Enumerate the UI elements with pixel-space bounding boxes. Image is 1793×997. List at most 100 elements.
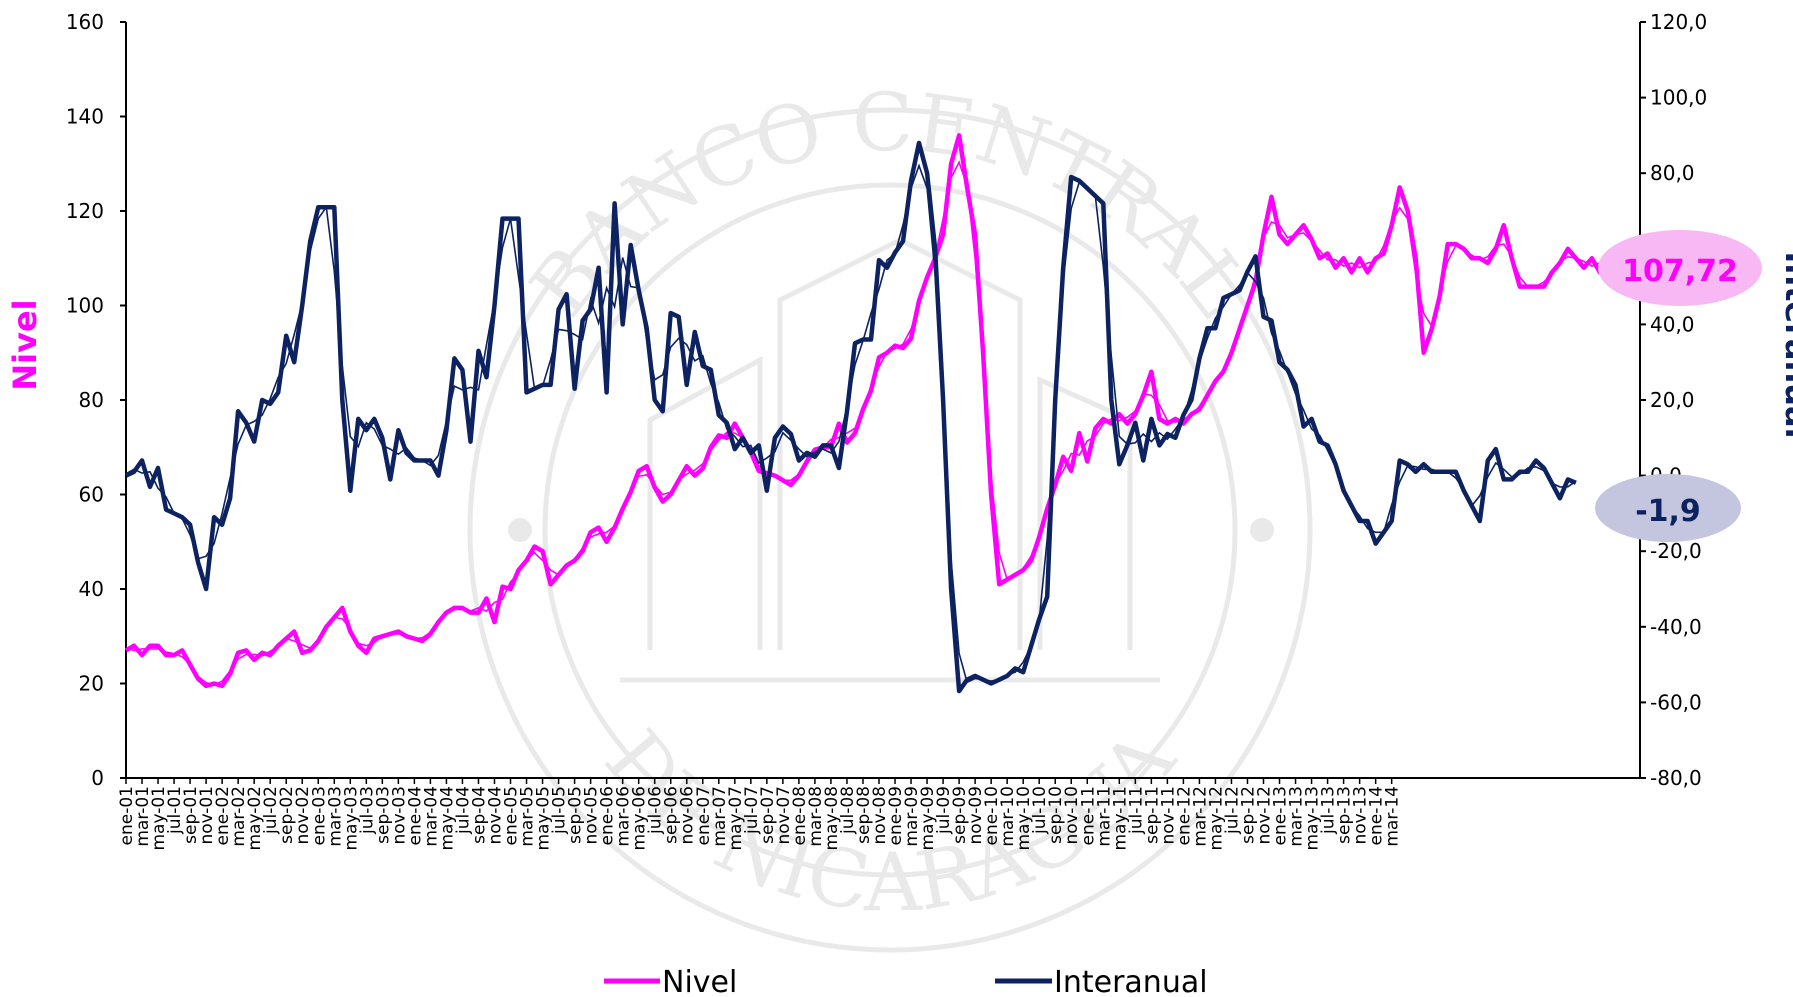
x-tick-label: mar-13 <box>1287 786 1307 847</box>
x-tick-label: mar-06 <box>614 786 634 847</box>
legend-label-nivel: Nivel <box>662 965 737 997</box>
series-interanual-line <box>125 140 1577 694</box>
left-tick-label: 160 <box>66 10 104 34</box>
x-tick-label: mar-07 <box>710 786 730 847</box>
left-tick-label: 60 <box>79 483 104 507</box>
x-tick-label: mar-12 <box>1190 786 1210 847</box>
right-tick-label: 80,0 <box>1650 161 1695 185</box>
left-tick-label: 20 <box>79 672 104 696</box>
right-tick-label: -40,0 <box>1650 615 1702 639</box>
x-tick-label: ene-02 <box>213 786 233 845</box>
x-tick-label: jul-04 <box>453 786 473 835</box>
x-tick-label: ene-01 <box>117 786 137 845</box>
x-tick-label: sep-05 <box>566 786 586 844</box>
x-tick-label: sep-04 <box>469 786 489 844</box>
x-tick-label: sep-08 <box>854 786 874 844</box>
left-tick-label: 40 <box>79 577 104 601</box>
x-tick-label: ene-11 <box>1078 786 1098 845</box>
interanual-end-label: -1,9 <box>1635 494 1701 529</box>
legend-label-interanual: Interanual <box>1054 965 1208 997</box>
x-tick-label: may-08 <box>822 786 842 851</box>
x-tick-label: mar-09 <box>902 786 922 847</box>
x-tick-label: may-01 <box>149 786 169 851</box>
x-tick-label: jul-01 <box>165 786 185 835</box>
x-tick-label: nov-07 <box>774 786 794 845</box>
right-tick-label: 120,0 <box>1650 10 1707 34</box>
x-tick-label: mar-10 <box>998 786 1018 847</box>
left-tick-label: 120 <box>66 199 104 223</box>
x-tick-label: sep-07 <box>758 786 778 844</box>
x-tick-label: ene-14 <box>1367 786 1387 845</box>
x-tick-label: nov-06 <box>678 786 698 845</box>
x-tick-label: mar-01 <box>133 786 153 847</box>
x-tick-label: nov-05 <box>582 786 602 845</box>
x-tick-label: mar-02 <box>229 786 249 847</box>
x-axis-ticks: ene-01mar-01may-01jul-01sep-01nov-01ene-… <box>117 778 1403 851</box>
right-tick-label: 40,0 <box>1650 312 1695 336</box>
x-tick-label: may-06 <box>630 786 650 851</box>
x-tick-label: nov-03 <box>389 786 409 845</box>
x-tick-label: jul-12 <box>1222 786 1242 835</box>
legend: Nivel Interanual <box>604 965 1208 997</box>
right-tick-label: -60,0 <box>1650 690 1702 714</box>
x-tick-label: jul-11 <box>1126 786 1146 835</box>
x-tick-label: may-12 <box>1206 786 1226 851</box>
interanual-end-badge <box>1595 474 1741 542</box>
x-tick-label: sep-01 <box>181 786 201 844</box>
x-tick-label: may-10 <box>1014 786 1034 851</box>
series-nivel-line <box>124 133 1641 689</box>
x-tick-label: may-05 <box>534 786 554 851</box>
x-tick-label: nov-10 <box>1062 786 1082 845</box>
left-tick-label: 140 <box>66 105 104 129</box>
x-tick-label: mar-08 <box>806 786 826 847</box>
x-tick-label: ene-06 <box>598 786 618 845</box>
x-tick-label: jul-05 <box>550 786 570 835</box>
x-tick-label: may-11 <box>1110 786 1130 851</box>
left-tick-label: 0 <box>91 766 104 790</box>
x-tick-label: may-07 <box>726 786 746 851</box>
x-tick-label: sep-10 <box>1046 786 1066 844</box>
x-tick-label: ene-13 <box>1271 786 1291 845</box>
left-tick-label: 100 <box>66 294 104 318</box>
x-tick-label: ene-03 <box>309 786 329 845</box>
x-tick-label: sep-13 <box>1335 786 1355 844</box>
x-tick-label: may-02 <box>245 786 265 851</box>
x-tick-label: jul-08 <box>838 786 858 835</box>
x-tick-label: ene-05 <box>502 786 522 845</box>
nivel-end-badge <box>1598 230 1762 306</box>
x-tick-label: ene-10 <box>982 786 1002 845</box>
x-tick-label: may-04 <box>437 786 457 851</box>
right-tick-label: -80,0 <box>1650 766 1702 790</box>
x-tick-label: jul-13 <box>1319 786 1339 835</box>
x-tick-label: ene-08 <box>790 786 810 845</box>
x-tick-label: nov-13 <box>1351 786 1371 845</box>
left-tick-label: 80 <box>79 388 104 412</box>
x-tick-label: may-13 <box>1303 786 1323 851</box>
x-tick-label: jul-10 <box>1030 786 1050 835</box>
x-tick-label: ene-09 <box>886 786 906 845</box>
x-tick-label: mar-04 <box>421 786 441 847</box>
x-tick-label: may-03 <box>341 786 361 851</box>
x-tick-label: mar-11 <box>1094 786 1114 847</box>
x-tick-label: sep-03 <box>373 786 393 844</box>
left-axis-ticks: 0 20 40 60 80 100 120 140 160 <box>66 10 126 790</box>
series-layer <box>124 133 1641 694</box>
x-tick-label: mar-05 <box>518 786 538 847</box>
right-axis-title: Interanual <box>1778 251 1793 438</box>
x-tick-label: jul-09 <box>934 786 954 835</box>
x-tick-label: nov-12 <box>1255 786 1275 845</box>
x-tick-label: jul-06 <box>646 786 666 835</box>
x-tick-label: nov-01 <box>197 786 217 845</box>
x-tick-label: jul-07 <box>742 786 762 835</box>
x-tick-label: jul-02 <box>261 786 281 835</box>
right-axis-ticks: -80,0-60,0-40,0-20,00,020,040,060,080,01… <box>1640 10 1707 790</box>
x-tick-label: ene-07 <box>694 786 714 845</box>
right-tick-label: -20,0 <box>1650 539 1702 563</box>
x-tick-label: may-09 <box>918 786 938 851</box>
x-tick-label: nov-02 <box>293 786 313 845</box>
right-tick-label: 20,0 <box>1650 388 1695 412</box>
x-tick-label: ene-04 <box>405 786 425 845</box>
left-axis-title: Nivel <box>6 299 44 390</box>
x-tick-label: mar-03 <box>325 786 345 847</box>
x-tick-label: mar-14 <box>1383 786 1403 847</box>
